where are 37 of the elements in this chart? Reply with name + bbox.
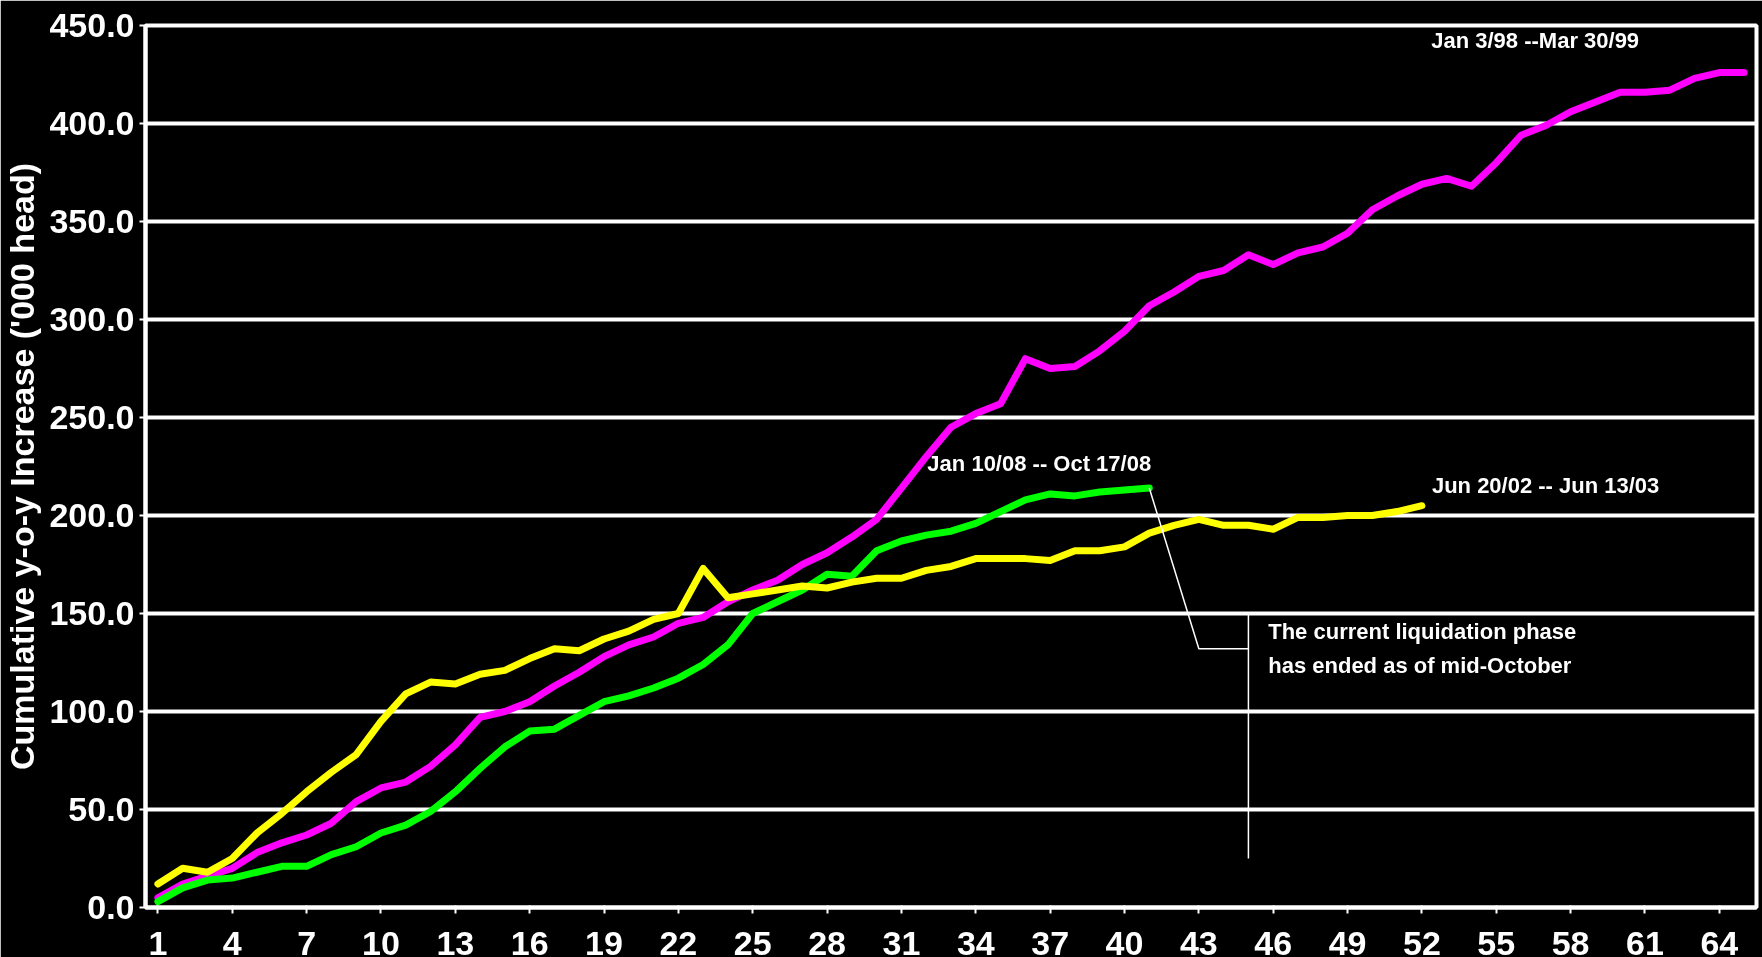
y-tick-label: 450.0 [49, 6, 135, 44]
x-tick-label: 1 [148, 923, 168, 957]
x-tick-label: 25 [733, 923, 772, 957]
x-tick-label: 43 [1179, 923, 1218, 957]
x-tick-label: 7 [297, 923, 317, 957]
x-tick-label: 13 [436, 923, 475, 957]
x-tick-label: 46 [1254, 923, 1293, 957]
x-tick-label: 19 [585, 923, 623, 957]
y-tick-label: 400.0 [49, 104, 135, 142]
x-tick-label: 22 [659, 923, 698, 957]
x-tick-label: 34 [956, 923, 995, 957]
series-label: Jan 3/98 --Mar 30/99 [1431, 27, 1640, 53]
x-tick-label: 52 [1403, 923, 1441, 957]
x-tick-label: 49 [1328, 923, 1367, 957]
y-tick-label: 100.0 [49, 692, 135, 730]
y-tick-label: 200.0 [49, 496, 135, 534]
x-tick-label: 40 [1105, 923, 1144, 957]
x-tick-label: 61 [1626, 923, 1664, 957]
y-tick-label: 350.0 [49, 202, 135, 240]
y-tick-label: 50.0 [68, 790, 135, 828]
y-tick-label: 250.0 [49, 398, 135, 436]
x-tick-label: 16 [510, 923, 549, 957]
series-label: Jan 10/08 -- Oct 17/08 [927, 451, 1152, 477]
x-tick-label: 28 [808, 923, 846, 957]
series-label: Jun 20/02 -- Jun 13/03 [1431, 472, 1660, 498]
x-tick-label: 4 [222, 923, 242, 957]
x-tick-label: 55 [1477, 923, 1516, 957]
x-tick-label: 64 [1700, 923, 1739, 957]
y-axis-title: Cumulative y-o-y Increase ('000 head) [3, 162, 42, 771]
x-tick-label: 31 [882, 923, 921, 957]
y-tick-label: 0.0 [87, 888, 135, 926]
y-tick-label: 300.0 [49, 300, 135, 338]
annotation: The current liquidation phase has ended as of mid-October [1268, 619, 1577, 679]
x-tick-label: 10 [362, 923, 400, 957]
x-tick-label: 37 [1031, 923, 1070, 957]
y-tick-label: 150.0 [49, 594, 135, 632]
x-tick-label: 58 [1551, 923, 1590, 957]
